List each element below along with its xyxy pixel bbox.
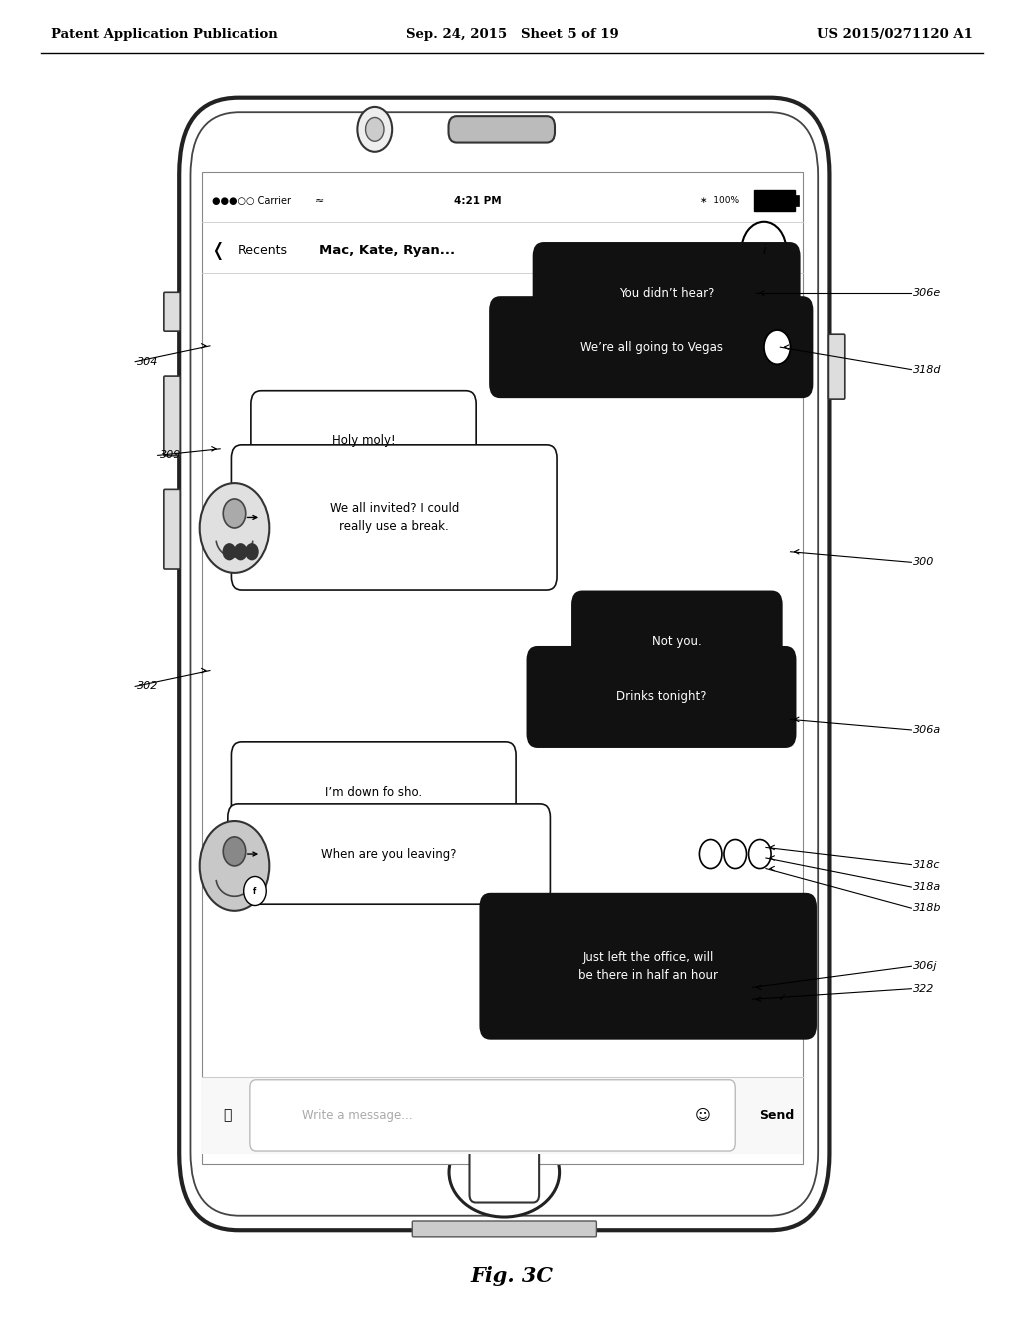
Circle shape bbox=[200, 483, 269, 573]
FancyBboxPatch shape bbox=[449, 116, 555, 143]
Text: ✓: ✓ bbox=[777, 993, 787, 1003]
FancyBboxPatch shape bbox=[251, 391, 476, 491]
Text: Sep. 24, 2015   Sheet 5 of 19: Sep. 24, 2015 Sheet 5 of 19 bbox=[406, 28, 618, 41]
Text: Drinks tonight?: Drinks tonight? bbox=[616, 690, 707, 704]
Text: 306a: 306a bbox=[913, 725, 942, 735]
FancyBboxPatch shape bbox=[231, 742, 516, 842]
Text: 318c: 318c bbox=[913, 859, 941, 870]
Circle shape bbox=[699, 840, 722, 869]
Text: When are you leaving?: When are you leaving? bbox=[322, 847, 457, 861]
Bar bbox=[202, 172, 803, 1164]
Text: 318a: 318a bbox=[913, 882, 942, 892]
Text: ∗  100%: ∗ 100% bbox=[700, 197, 739, 205]
Text: ●●●○○ Carrier: ●●●○○ Carrier bbox=[212, 195, 291, 206]
Text: Send: Send bbox=[760, 1109, 795, 1122]
Circle shape bbox=[223, 499, 246, 528]
Circle shape bbox=[764, 330, 791, 364]
FancyBboxPatch shape bbox=[534, 243, 800, 343]
Text: 306e: 306e bbox=[913, 288, 942, 298]
FancyBboxPatch shape bbox=[164, 292, 180, 331]
Circle shape bbox=[749, 840, 771, 869]
FancyBboxPatch shape bbox=[190, 112, 818, 1216]
Bar bbox=[795, 195, 799, 206]
Text: 📎: 📎 bbox=[223, 1109, 231, 1122]
Text: Fig. 3C: Fig. 3C bbox=[470, 1266, 554, 1287]
Text: Not you.: Not you. bbox=[652, 635, 701, 648]
FancyBboxPatch shape bbox=[469, 1142, 539, 1203]
Circle shape bbox=[244, 876, 266, 906]
FancyBboxPatch shape bbox=[571, 591, 782, 692]
Text: Holy moly!: Holy moly! bbox=[332, 434, 395, 447]
Text: Mac, Kate, Ryan...: Mac, Kate, Ryan... bbox=[319, 244, 456, 257]
FancyBboxPatch shape bbox=[227, 804, 551, 904]
FancyBboxPatch shape bbox=[480, 894, 816, 1039]
Text: Write a message...: Write a message... bbox=[302, 1109, 413, 1122]
Text: 304: 304 bbox=[137, 356, 159, 367]
Circle shape bbox=[223, 544, 236, 560]
Circle shape bbox=[246, 544, 258, 560]
Text: 306j: 306j bbox=[913, 961, 938, 972]
FancyBboxPatch shape bbox=[164, 490, 180, 569]
Text: I’m down fo sho.: I’m down fo sho. bbox=[326, 785, 422, 799]
Text: Recents: Recents bbox=[238, 244, 288, 257]
Text: ≈: ≈ bbox=[314, 195, 325, 206]
Circle shape bbox=[366, 117, 384, 141]
FancyBboxPatch shape bbox=[250, 1080, 735, 1151]
Text: ❬: ❬ bbox=[210, 242, 225, 260]
Text: We’re all going to Vegas: We’re all going to Vegas bbox=[580, 341, 723, 354]
Circle shape bbox=[200, 821, 269, 911]
FancyBboxPatch shape bbox=[179, 98, 829, 1230]
FancyBboxPatch shape bbox=[828, 334, 845, 399]
Circle shape bbox=[724, 840, 746, 869]
FancyBboxPatch shape bbox=[164, 376, 180, 455]
Circle shape bbox=[357, 107, 392, 152]
FancyBboxPatch shape bbox=[527, 647, 796, 747]
Text: 302: 302 bbox=[137, 681, 159, 692]
Text: Mac Tyler: Mac Tyler bbox=[275, 400, 325, 411]
Text: f: f bbox=[253, 887, 257, 895]
Text: ☺: ☺ bbox=[694, 1107, 711, 1123]
FancyBboxPatch shape bbox=[490, 297, 813, 397]
Text: Kate Stern: Kate Stern bbox=[275, 754, 330, 764]
Text: You didn’t hear?: You didn’t hear? bbox=[618, 286, 715, 300]
Text: i: i bbox=[762, 244, 766, 257]
Text: 309: 309 bbox=[160, 450, 181, 461]
Text: 318b: 318b bbox=[913, 903, 942, 913]
Bar bbox=[202, 1077, 803, 1154]
Circle shape bbox=[741, 222, 786, 280]
Text: US 2015/0271120 A1: US 2015/0271120 A1 bbox=[817, 28, 973, 41]
Text: Patent Application Publication: Patent Application Publication bbox=[51, 28, 278, 41]
Circle shape bbox=[223, 837, 246, 866]
Ellipse shape bbox=[449, 1127, 559, 1217]
Text: 300: 300 bbox=[913, 557, 935, 568]
Text: 4:21 PM: 4:21 PM bbox=[455, 195, 502, 206]
Text: Just left the office, will
be there in half an hour: Just left the office, will be there in h… bbox=[579, 950, 718, 982]
Circle shape bbox=[234, 544, 247, 560]
Text: 322: 322 bbox=[913, 983, 935, 994]
FancyBboxPatch shape bbox=[231, 445, 557, 590]
FancyBboxPatch shape bbox=[413, 1221, 596, 1237]
Text: We all invited? I could
really use a break.: We all invited? I could really use a bre… bbox=[330, 502, 459, 533]
Text: ☎: ☎ bbox=[702, 243, 722, 259]
Text: 318d: 318d bbox=[913, 364, 942, 375]
Bar bbox=[754, 190, 795, 211]
